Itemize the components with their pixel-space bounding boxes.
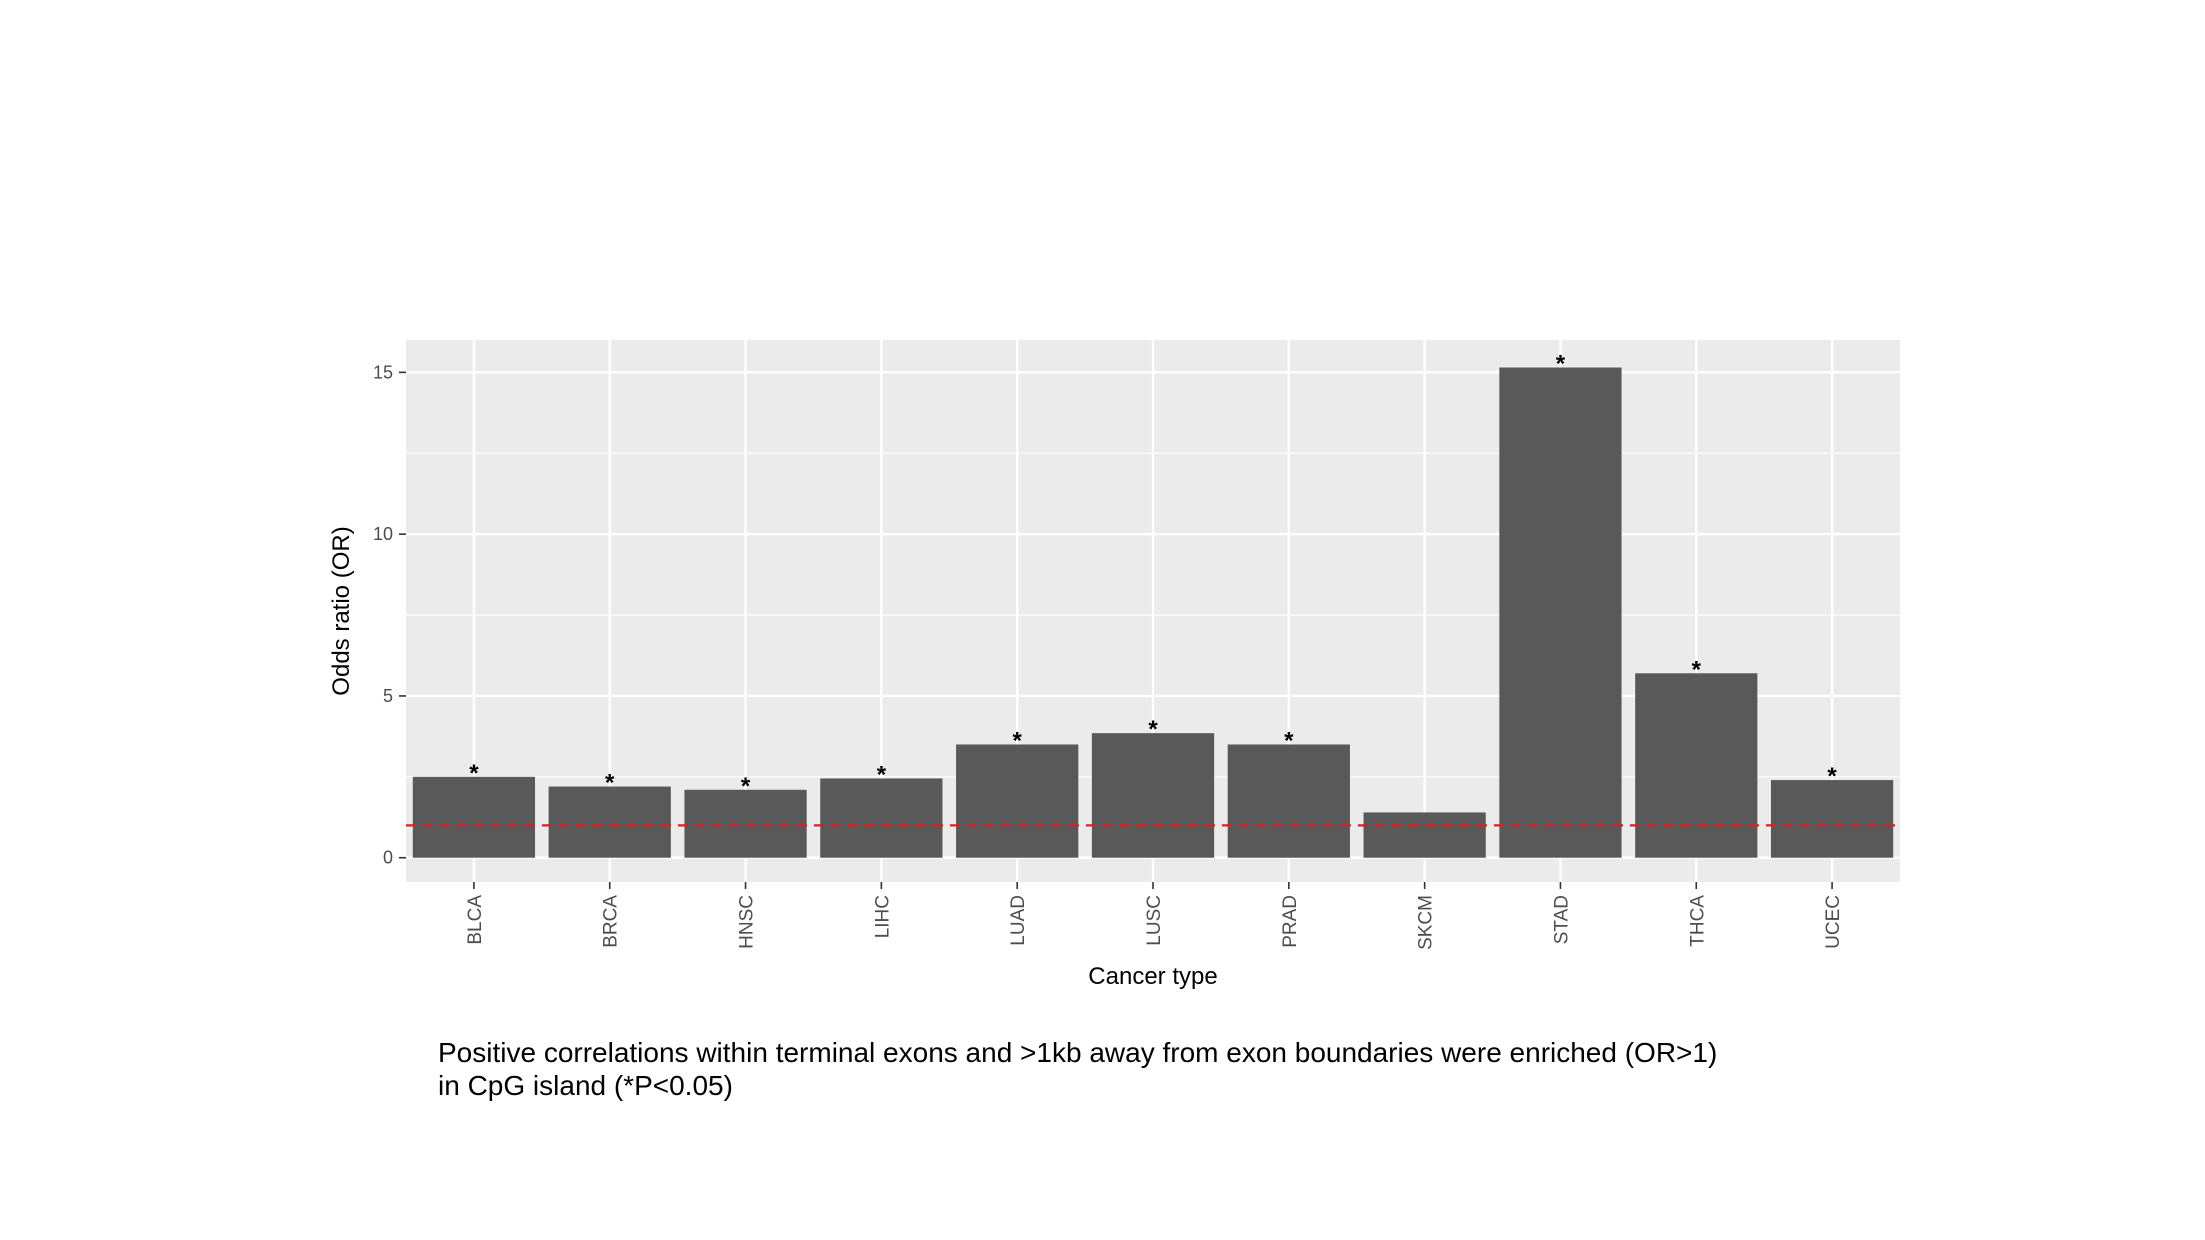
significance-star: * (1827, 763, 1837, 790)
y-tick-label: 0 (383, 848, 393, 868)
x-tick-label: BRCA (601, 895, 622, 948)
y-axis-title: Odds ratio (OR) (328, 526, 355, 695)
x-tick-label: LUSC (1144, 895, 1165, 946)
x-axis: BLCA BRCA HNSC LIHC LUAD LUSC PRAD SKCM STAD THCA… (465, 882, 1844, 950)
bar-lihc (820, 778, 943, 858)
significance-star: * (741, 773, 751, 800)
caption-line-2: in CpG island (*P<0.05) (438, 1070, 733, 1101)
significance-star: * (1013, 727, 1023, 754)
significance-star: * (1692, 656, 1702, 683)
x-tick-label: LIHC (872, 895, 893, 938)
x-tick-label: LUAD (1008, 895, 1029, 946)
significance-star: * (1556, 351, 1566, 378)
bar-lusc (1091, 733, 1215, 858)
x-tick-label: PRAD (1280, 895, 1301, 948)
significance-star: * (877, 761, 887, 788)
x-tick-label: BLCA (465, 895, 486, 945)
bar-ucec (1770, 780, 1894, 858)
bar-prad (1227, 744, 1350, 858)
x-tick-label: HNSC (737, 895, 758, 949)
x-tick-label: SKCM (1416, 895, 1437, 950)
bar-thca (1635, 673, 1758, 858)
significance-star: * (1284, 727, 1294, 754)
bar-brca (548, 786, 671, 858)
y-tick-label: 5 (383, 686, 393, 706)
y-axis: 0 5 10 15 (373, 362, 406, 868)
caption-line-1: Positive correlations within terminal ex… (438, 1037, 1718, 1068)
figure-caption: Positive correlations within terminal ex… (438, 1036, 1938, 1102)
significance-star: * (469, 760, 479, 787)
significance-star: * (1148, 716, 1158, 743)
bar-stad (1499, 367, 1622, 858)
x-axis-title: Cancer type (1088, 963, 1217, 990)
x-tick-label: UCEC (1823, 895, 1844, 949)
significance-star: * (605, 770, 615, 797)
bar-hnsc (684, 789, 807, 858)
y-tick-label: 10 (373, 524, 393, 544)
bar-skcm (1363, 812, 1486, 858)
bars (412, 367, 1894, 858)
x-tick-label: THCA (1687, 895, 1708, 947)
significance-markers: * * * * * * * * * * (469, 351, 1837, 800)
bar-luad (956, 744, 1079, 858)
y-tick-label: 15 (373, 362, 393, 382)
x-tick-label: STAD (1551, 895, 1572, 944)
bar-blca (412, 776, 536, 858)
